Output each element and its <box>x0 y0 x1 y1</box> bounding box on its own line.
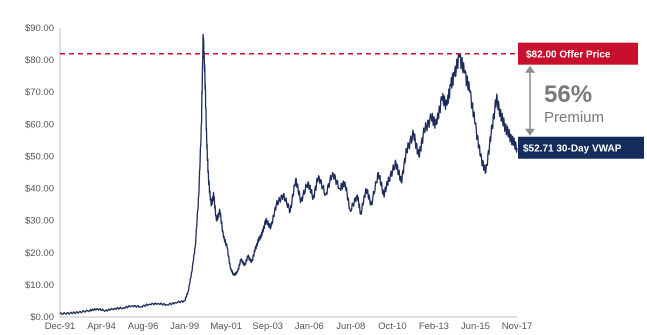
x-tick-label: Dec-91 <box>45 321 76 332</box>
x-tick-label: Apr-94 <box>87 321 116 332</box>
y-tick-label: $50.00 <box>25 151 54 162</box>
premium-arrow <box>525 65 535 136</box>
y-tick-label: $90.00 <box>25 23 54 34</box>
y-axis-ticks: $0.00 $10.00 $20.00 $30.00 $40.00 $50.00 $60.0… <box>25 23 54 323</box>
x-tick-label: Jan-99 <box>170 321 199 332</box>
y-tick-label: $0.00 <box>30 312 54 323</box>
x-tick-label: Jun-08 <box>336 321 365 332</box>
vwap-label: $52.71 30-Day VWAP <box>523 144 622 155</box>
vwap-callout: $52.71 30-Day VWAP <box>518 136 644 159</box>
offer-price-label: $82.00 Offer Price <box>526 50 611 61</box>
x-tick-label: Oct-10 <box>378 321 407 332</box>
price-series-line <box>59 33 518 315</box>
y-tick-label: $80.00 <box>25 55 54 66</box>
x-axis-ticks: Dec-91 Apr-94 Aug-96 Jan-99 May-01 Sep-03 Jan-… <box>45 321 533 332</box>
premium-arrow-head-up <box>525 65 535 73</box>
x-tick-label: Aug-96 <box>128 321 159 332</box>
y-tick-label: $40.00 <box>25 184 54 195</box>
offer-price-callout: $82.00 Offer Price <box>518 42 638 65</box>
x-tick-label: Jan-06 <box>295 321 324 332</box>
premium-percentage: 56% <box>544 81 592 108</box>
y-tick-label: $10.00 <box>25 280 54 291</box>
axes <box>59 28 517 318</box>
x-tick-label: May-01 <box>210 321 242 332</box>
x-tick-label: Feb-13 <box>419 321 449 332</box>
y-tick-label: $70.00 <box>25 87 54 98</box>
x-tick-label: Jun-15 <box>461 321 490 332</box>
premium-label: Premium <box>544 109 604 126</box>
x-tick-label: Sep-03 <box>252 321 283 332</box>
x-tick-label: Nov-17 <box>502 321 533 332</box>
y-tick-label: $20.00 <box>25 248 54 259</box>
vwap-box <box>518 136 644 159</box>
premium-arrow-head-down <box>525 128 535 136</box>
offer-price-box <box>518 42 638 65</box>
y-tick-label: $30.00 <box>25 216 54 227</box>
y-tick-label: $60.00 <box>25 119 54 130</box>
